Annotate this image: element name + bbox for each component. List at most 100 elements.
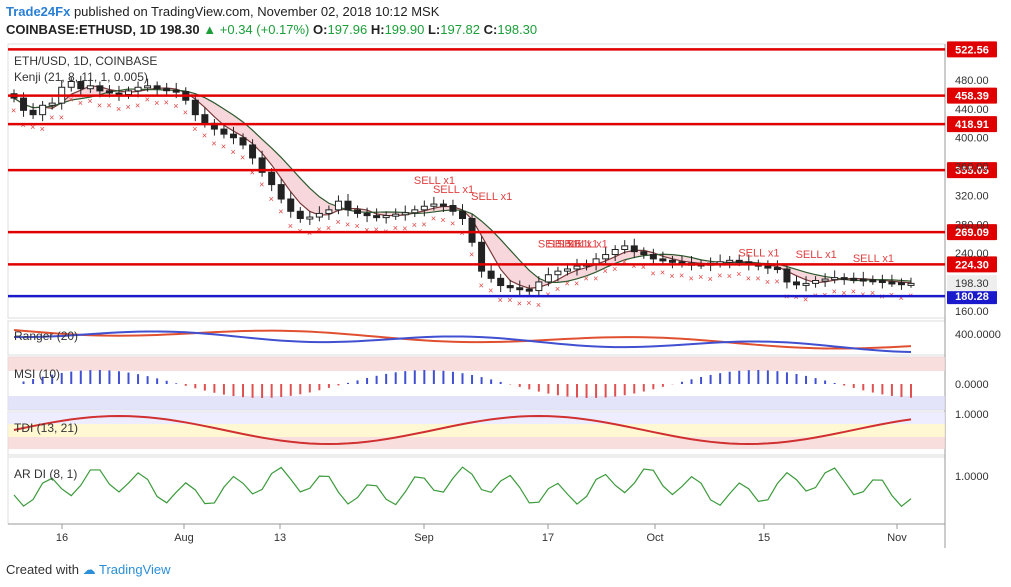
stop-marker-38: × — [374, 224, 379, 234]
candle-body-35 — [344, 200, 352, 211]
candle-body-14 — [144, 85, 152, 89]
stop-marker-13: × — [135, 100, 140, 110]
candle-body-42 — [411, 209, 419, 214]
candle-body-58 — [563, 268, 571, 272]
sell-signal-label-7: SELL x1 — [738, 247, 779, 259]
y-tick-2: 240.00 — [955, 248, 989, 260]
pane-axis-label-2: 1.0000 — [955, 409, 989, 421]
x-tick-3: Sep — [414, 532, 434, 544]
candle-body-63 — [611, 249, 619, 256]
candle-body-57 — [554, 270, 562, 276]
candle-body-23 — [229, 133, 237, 139]
level-tag-text-3: 355.05 — [955, 165, 989, 177]
candle-body-66 — [640, 251, 648, 256]
indicator-pane-4 — [7, 456, 946, 525]
stop-marker-8: × — [87, 96, 92, 106]
candle-body-16 — [163, 88, 171, 92]
candle-body-12 — [125, 90, 133, 95]
tradingview-brand[interactable]: TradingView — [99, 562, 171, 577]
y-tick-6: 400.00 — [955, 133, 989, 145]
sell-signal-label-4: SELL x1 — [547, 239, 588, 251]
y-tick-8: 480.00 — [955, 75, 989, 87]
stop-marker-64: × — [622, 257, 627, 267]
stop-marker-79: × — [765, 277, 770, 287]
x-tick-5: Oct — [646, 532, 663, 544]
stop-marker-5: × — [59, 113, 64, 123]
candle-body-6 — [67, 80, 75, 88]
level-tag-text-5: 224.30 — [955, 259, 989, 271]
stop-marker-45: × — [440, 215, 445, 225]
stop-marker-62: × — [603, 266, 608, 276]
stop-marker-22: × — [221, 141, 226, 151]
price-change: +0.34 (+0.17%) — [219, 22, 310, 37]
candle-body-27 — [268, 171, 276, 186]
candle-body-4 — [48, 102, 56, 106]
stop-marker-32: × — [316, 224, 321, 234]
stop-marker-71: × — [689, 273, 694, 283]
stop-marker-53: × — [517, 299, 522, 309]
indicator-panes: Ranger (20) 400.0000 MSI (10) 0.0000 TDI (13… — [8, 329, 1001, 508]
pane-name-1: MSI (10) — [14, 367, 60, 381]
low-key: L: — [427, 22, 441, 37]
stop-marker-51: × — [498, 295, 503, 305]
last-price: 198.30 — [159, 22, 200, 37]
candle-body-56 — [544, 274, 552, 283]
pane-axis-label-3: 1.0000 — [955, 471, 989, 483]
sell-signal-label-6: SELL x1 — [567, 239, 608, 251]
stop-marker-48: × — [469, 250, 474, 260]
candle-body-30 — [296, 210, 304, 219]
stop-marker-58: × — [564, 278, 569, 288]
stop-marker-17: × — [173, 101, 178, 111]
indicator-pane-1 — [7, 320, 946, 356]
candle-body-44 — [430, 203, 438, 207]
stop-marker-2: × — [30, 122, 35, 132]
stop-marker-16: × — [164, 97, 169, 107]
stop-marker-77: × — [746, 273, 751, 283]
stop-marker-67: × — [650, 268, 655, 278]
stop-marker-75: × — [727, 271, 732, 281]
stop-marker-26: × — [259, 180, 264, 190]
stop-marker-72: × — [698, 272, 703, 282]
candle-body-61 — [592, 258, 600, 265]
pane-band-0 — [8, 357, 945, 371]
candle-body-2 — [29, 109, 37, 116]
candle-body-90 — [869, 279, 877, 283]
candle-body-55 — [535, 281, 543, 292]
time-axis: 16 Aug 13 Sep 17 Oct 15 Nov — [56, 524, 907, 544]
publish-line: Trade24Fx published on TradingView.com, … — [6, 4, 439, 19]
candle-body-80 — [773, 267, 781, 271]
stop-marker-83: × — [803, 294, 808, 304]
tradingview-logo-icon[interactable]: ☁ — [82, 562, 96, 577]
stop-marker-6: × — [68, 95, 73, 105]
chart-title: ETH/USD, 1D, COINBASE — [14, 54, 158, 68]
publisher-name[interactable]: Trade24Fx — [6, 4, 71, 19]
candle-body-7 — [77, 80, 85, 90]
stop-marker-49: × — [479, 281, 484, 291]
stop-marker-33: × — [326, 223, 331, 233]
stop-marker-23: × — [230, 147, 235, 157]
candle-body-75 — [726, 259, 734, 263]
ranger-line-b — [13, 330, 912, 354]
stop-marker-27: × — [269, 194, 274, 204]
stop-marker-7: × — [78, 98, 83, 108]
close-key: C: — [483, 22, 498, 37]
stop-marker-68: × — [660, 268, 665, 278]
footer: Created with ☁ TradingView — [6, 562, 171, 578]
candle-body-13 — [134, 86, 142, 92]
stop-marker-54: × — [526, 298, 531, 308]
candle-body-68 — [659, 258, 667, 262]
high-key: H: — [370, 22, 385, 37]
last-price-tag — [947, 275, 997, 292]
stop-marker-20: × — [202, 131, 207, 141]
stop-marker-86: × — [832, 286, 837, 296]
level-lines: 522.56 458.39 418.91 355.05 269.09 224.30 180.… — [8, 41, 997, 305]
level-tag-text-6: 180.28 — [955, 291, 989, 303]
y-tick-1: 198.30 — [955, 278, 989, 290]
ardi-line — [13, 466, 912, 508]
stop-marker-25: × — [250, 167, 255, 177]
candle-body-91 — [878, 280, 886, 284]
candle-body-79 — [764, 265, 772, 269]
stop-marker-59: × — [574, 278, 579, 288]
stop-marker-0: × — [11, 105, 16, 115]
